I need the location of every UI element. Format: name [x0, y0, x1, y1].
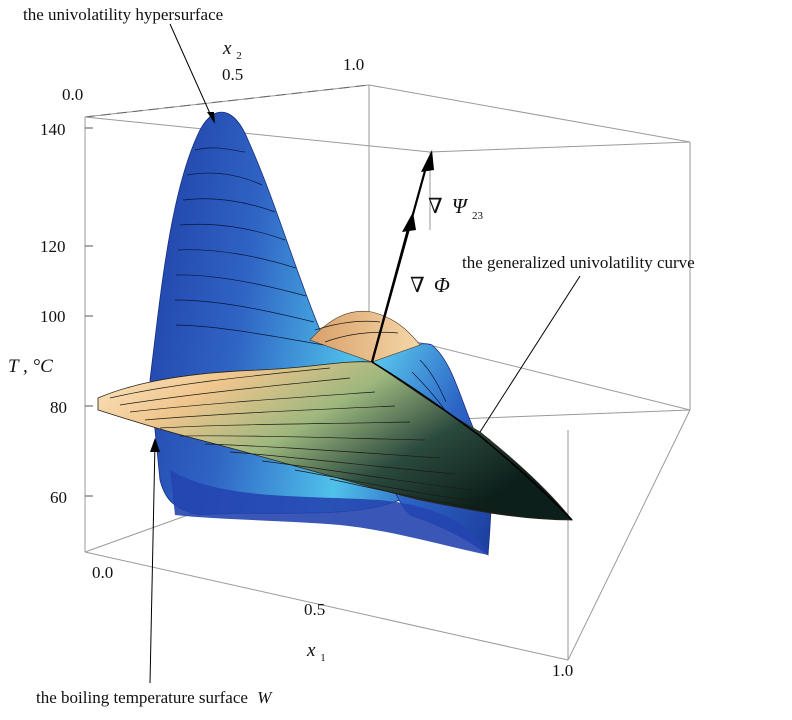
t-axis: 140 120 100 80 60 T , °C	[8, 120, 93, 507]
contour-line	[194, 147, 246, 153]
grad-psi-label: ∇ Ψ 23	[428, 194, 483, 222]
gradient-arrows	[370, 150, 434, 363]
annotation-generalized-curve: the generalized univolatility curve	[462, 253, 695, 272]
box-edge	[84, 551, 569, 661]
boiling-surface-contours	[109, 320, 516, 515]
x2-tick-0: 0.0	[62, 85, 83, 104]
x1-tick-1: 0.5	[304, 600, 325, 619]
t-tick-140: 140	[40, 120, 66, 139]
leader-generalized-curve	[479, 275, 581, 433]
x1-axis: 0.0 0.5 1.0 x 1	[92, 563, 573, 680]
generalized-univolatility-curve	[371, 361, 573, 521]
t-tick-120: 120	[40, 237, 66, 256]
annotation-univolatility-hypersurface: the univolatility hypersurface	[23, 5, 223, 24]
grad-phi-arrowhead	[402, 212, 416, 232]
box-edge	[84, 116, 431, 153]
leader-hypersurface	[169, 23, 213, 119]
x1-tick-0: 0.0	[92, 563, 113, 582]
contour-line	[144, 405, 396, 421]
boiling-surface-symbol: W	[257, 688, 273, 707]
contour-line	[175, 324, 331, 347]
contour-line	[182, 198, 276, 213]
t-axis-ticks	[85, 127, 93, 497]
grad-phi-arrow	[370, 221, 412, 363]
boiling-temperature-surface	[97, 310, 573, 521]
contour-line	[294, 469, 493, 505]
leader-hypersurface-tip	[207, 112, 215, 124]
grad-phi-label: ∇ Φ	[410, 273, 450, 297]
bounding-box	[84, 84, 691, 661]
box-edge	[429, 141, 691, 153]
annotation-boiling-surface: the boiling temperature surface W	[36, 688, 273, 707]
contour-line	[179, 435, 426, 441]
box-edge	[429, 409, 691, 421]
contour-line	[119, 377, 351, 406]
t-tick-100: 100	[40, 307, 66, 326]
contour-line	[177, 249, 297, 269]
leader-boiling-surface	[149, 442, 156, 684]
x2-subscript: 2	[236, 50, 242, 62]
box-edge	[84, 84, 370, 118]
univolatility-surface-bottom	[170, 470, 488, 555]
box-edge	[368, 84, 691, 143]
x1-tick-2: 1.0	[552, 661, 573, 680]
leader-boiling-surface-tip	[150, 438, 160, 452]
x2-axis-label: x 2	[222, 38, 242, 62]
x2-axis: x 2 0.0 0.5 1.0	[62, 38, 364, 104]
contour-line	[261, 460, 473, 491]
x2-symbol: x	[222, 38, 232, 59]
x1-axis-label: x 1	[306, 640, 326, 664]
grad-phi-nabla: ∇	[410, 273, 425, 297]
contour-line	[159, 421, 411, 429]
annotation-leaders	[149, 23, 581, 684]
grad-psi-subscript: 23	[472, 210, 484, 222]
grad-psi-nabla: ∇	[428, 194, 443, 218]
contour-line	[229, 451, 456, 475]
contour-line	[179, 223, 286, 241]
contour-line	[186, 172, 263, 186]
grad-psi-symbol: Ψ	[452, 194, 469, 218]
contour-line	[174, 299, 315, 323]
contour-line	[329, 478, 516, 515]
grad-phi-symbol: Φ	[434, 273, 450, 297]
boiling-surface-main	[97, 361, 573, 521]
contour-line	[129, 391, 376, 413]
x2-tick-1: 0.5	[222, 65, 243, 84]
x2-tick-2: 1.0	[343, 55, 364, 74]
t-tick-60: 60	[50, 488, 67, 507]
contour-line	[109, 367, 331, 399]
box-edge	[567, 409, 691, 661]
contour-line	[175, 274, 307, 297]
x1-symbol: x	[306, 640, 316, 661]
contour-line	[324, 331, 399, 343]
x1-subscript: 1	[320, 652, 326, 664]
grad-psi-arrowhead	[421, 150, 434, 172]
contour-line	[314, 320, 381, 331]
t-axis-label: T , °C	[8, 356, 53, 377]
contour-line	[419, 359, 447, 403]
contour-line	[204, 443, 441, 459]
t-tick-80: 80	[50, 398, 67, 417]
boiling-surface-text: the boiling temperature surface	[36, 688, 248, 707]
